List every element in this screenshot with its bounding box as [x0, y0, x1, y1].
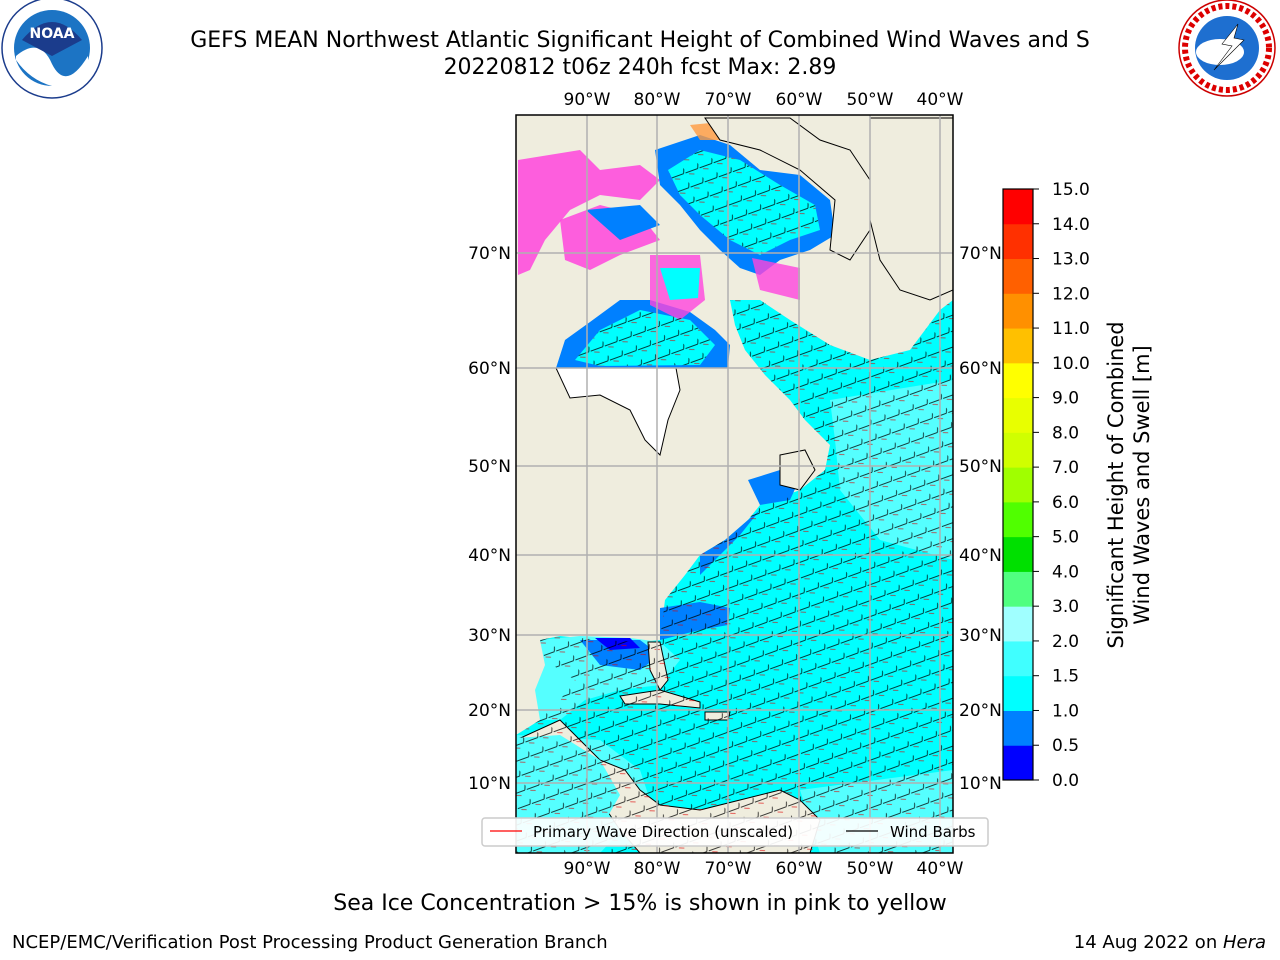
- noaa-logo: NOAA: [1, 0, 103, 99]
- wind-barbs-field: [516, 300, 953, 853]
- lat-label: 20°N: [959, 701, 1002, 721]
- lon-labels-top: 90°W 80°W 70°W 60°W 50°W 40°W: [564, 90, 964, 110]
- colorbar-tick-label: 14.0: [1052, 215, 1090, 235]
- sea-ice-note: Sea Ice Concentration > 15% is shown in …: [333, 891, 947, 916]
- graticule: [516, 115, 953, 853]
- colorbar-segment: [1003, 397, 1033, 433]
- lat-label: 20°N: [468, 701, 511, 721]
- colorbar-segment: [1003, 223, 1033, 260]
- lat-label: 40°N: [468, 546, 511, 566]
- colorbar-segment: [1003, 710, 1033, 746]
- colorbar-segment: [1003, 258, 1033, 294]
- noaa-logo-text: NOAA: [30, 26, 75, 42]
- colorbar-segment: [1003, 536, 1033, 572]
- lon-label: 80°W: [634, 859, 681, 879]
- lon-label: 50°W: [847, 859, 894, 879]
- lon-label: 40°W: [917, 90, 964, 110]
- lon-label: 70°W: [705, 90, 752, 110]
- colorbar-tick-label: 6.0: [1052, 493, 1079, 513]
- legend: Primary Wave Direction (unscaled) Wind B…: [481, 817, 989, 847]
- colorbar-tick-label: 10.0: [1052, 354, 1090, 374]
- colorbar-tick-label: 3.0: [1052, 597, 1079, 617]
- lat-label: 70°N: [959, 244, 1002, 264]
- lon-label: 90°W: [564, 90, 611, 110]
- lon-labels-bottom: 90°W 80°W 70°W 60°W 50°W 40°W: [564, 859, 964, 879]
- lon-label: 90°W: [564, 859, 611, 879]
- greenland: [704, 117, 871, 261]
- colorbar-tick-label: 9.0: [1052, 389, 1079, 409]
- lat-label: 70°N: [468, 244, 511, 264]
- lat-labels-left: 70°N 60°N 50°N 40°N 30°N 20°N 10°N: [468, 244, 511, 794]
- lat-label: 60°N: [959, 359, 1002, 379]
- colorbar-label-line1: Significant Height of Combined: [1104, 321, 1128, 648]
- colorbar-tick-label: 7.0: [1052, 458, 1079, 478]
- lon-label: 60°W: [776, 859, 823, 879]
- lon-label: 80°W: [634, 90, 681, 110]
- chart-subtitle: 20220812 t06z 240h fcst Max: 2.89: [443, 55, 837, 80]
- colorbar-segment: [1003, 640, 1033, 677]
- lon-label: 60°W: [776, 90, 823, 110]
- lat-label: 60°N: [468, 359, 511, 379]
- colorbar-tick-label: 1.5: [1052, 667, 1079, 687]
- lat-label: 50°N: [959, 457, 1002, 477]
- colorbar-segment: [1003, 571, 1033, 607]
- lat-label: 50°N: [468, 457, 511, 477]
- legend-barb-label: Wind Barbs: [890, 823, 976, 841]
- colorbar-tick-label: 15.0: [1052, 180, 1090, 200]
- colorbar-tick-label: 1.0: [1052, 701, 1079, 721]
- lat-labels-right: 70°N 60°N 50°N 40°N 30°N 20°N 10°N: [959, 244, 1002, 794]
- colorbar-tick-label: 8.0: [1052, 423, 1079, 443]
- colorbar-segment: [1003, 606, 1033, 642]
- colorbar-frame: [1002, 188, 1034, 781]
- colorbar-segment: [1003, 675, 1033, 711]
- colorbar-tick-label: 5.0: [1052, 528, 1079, 548]
- colorbar-tick-label: 11.0: [1052, 319, 1090, 339]
- footer-machine: Hera: [1222, 932, 1266, 953]
- colorbar-segment: [1003, 467, 1033, 503]
- colorbar-segment: [1003, 293, 1033, 329]
- colorbar-tick-label: 0.5: [1052, 736, 1079, 756]
- chart-title: GEFS MEAN Northwest Atlantic Significant…: [190, 28, 1090, 53]
- colorbar-segment: [1003, 432, 1033, 468]
- colorbar-tick-label: 13.0: [1052, 250, 1090, 270]
- lat-label: 10°N: [468, 774, 511, 794]
- footer-credit: NCEP/EMC/Verification Post Processing Pr…: [12, 932, 608, 953]
- lon-label: 70°W: [705, 859, 752, 879]
- colorbar-label-line2: Wind Waves and Swell [m]: [1130, 345, 1154, 625]
- colorbar-tick-label: 0.0: [1052, 771, 1079, 791]
- arctic-ice: [518, 150, 660, 275]
- colorbar-tick-label: 2.0: [1052, 632, 1079, 652]
- lat-label: 40°N: [959, 546, 1002, 566]
- colorbar: 0.0 0.5 1.0 1.5 2.0 3.0 4.0 5.0 6.0 7.0 8.0 9.0 10.0…: [1002, 180, 1090, 791]
- lat-label: 30°N: [468, 626, 511, 646]
- colorbar-segment: [1003, 362, 1033, 399]
- colorbar-tick-label: 12.0: [1052, 284, 1090, 304]
- lat-label: 10°N: [959, 774, 1002, 794]
- nws-logo: [1178, 0, 1276, 97]
- lon-label: 40°W: [917, 859, 964, 879]
- colorbar-segment: [1003, 189, 1033, 225]
- footer-date: 14 Aug 2022 on Hera: [1074, 932, 1266, 953]
- colorbar-segment: [1003, 328, 1033, 364]
- lat-label: 30°N: [959, 626, 1002, 646]
- colorbar-tick-label: 4.0: [1052, 562, 1079, 582]
- legend-wave-label: Primary Wave Direction (unscaled): [533, 823, 793, 841]
- footer-date-text: 14 Aug 2022 on: [1073, 932, 1223, 953]
- map-frame: [515, 114, 954, 854]
- colorbar-segment: [1003, 501, 1033, 538]
- lon-label: 50°W: [847, 90, 894, 110]
- colorbar-segment: [1003, 745, 1033, 781]
